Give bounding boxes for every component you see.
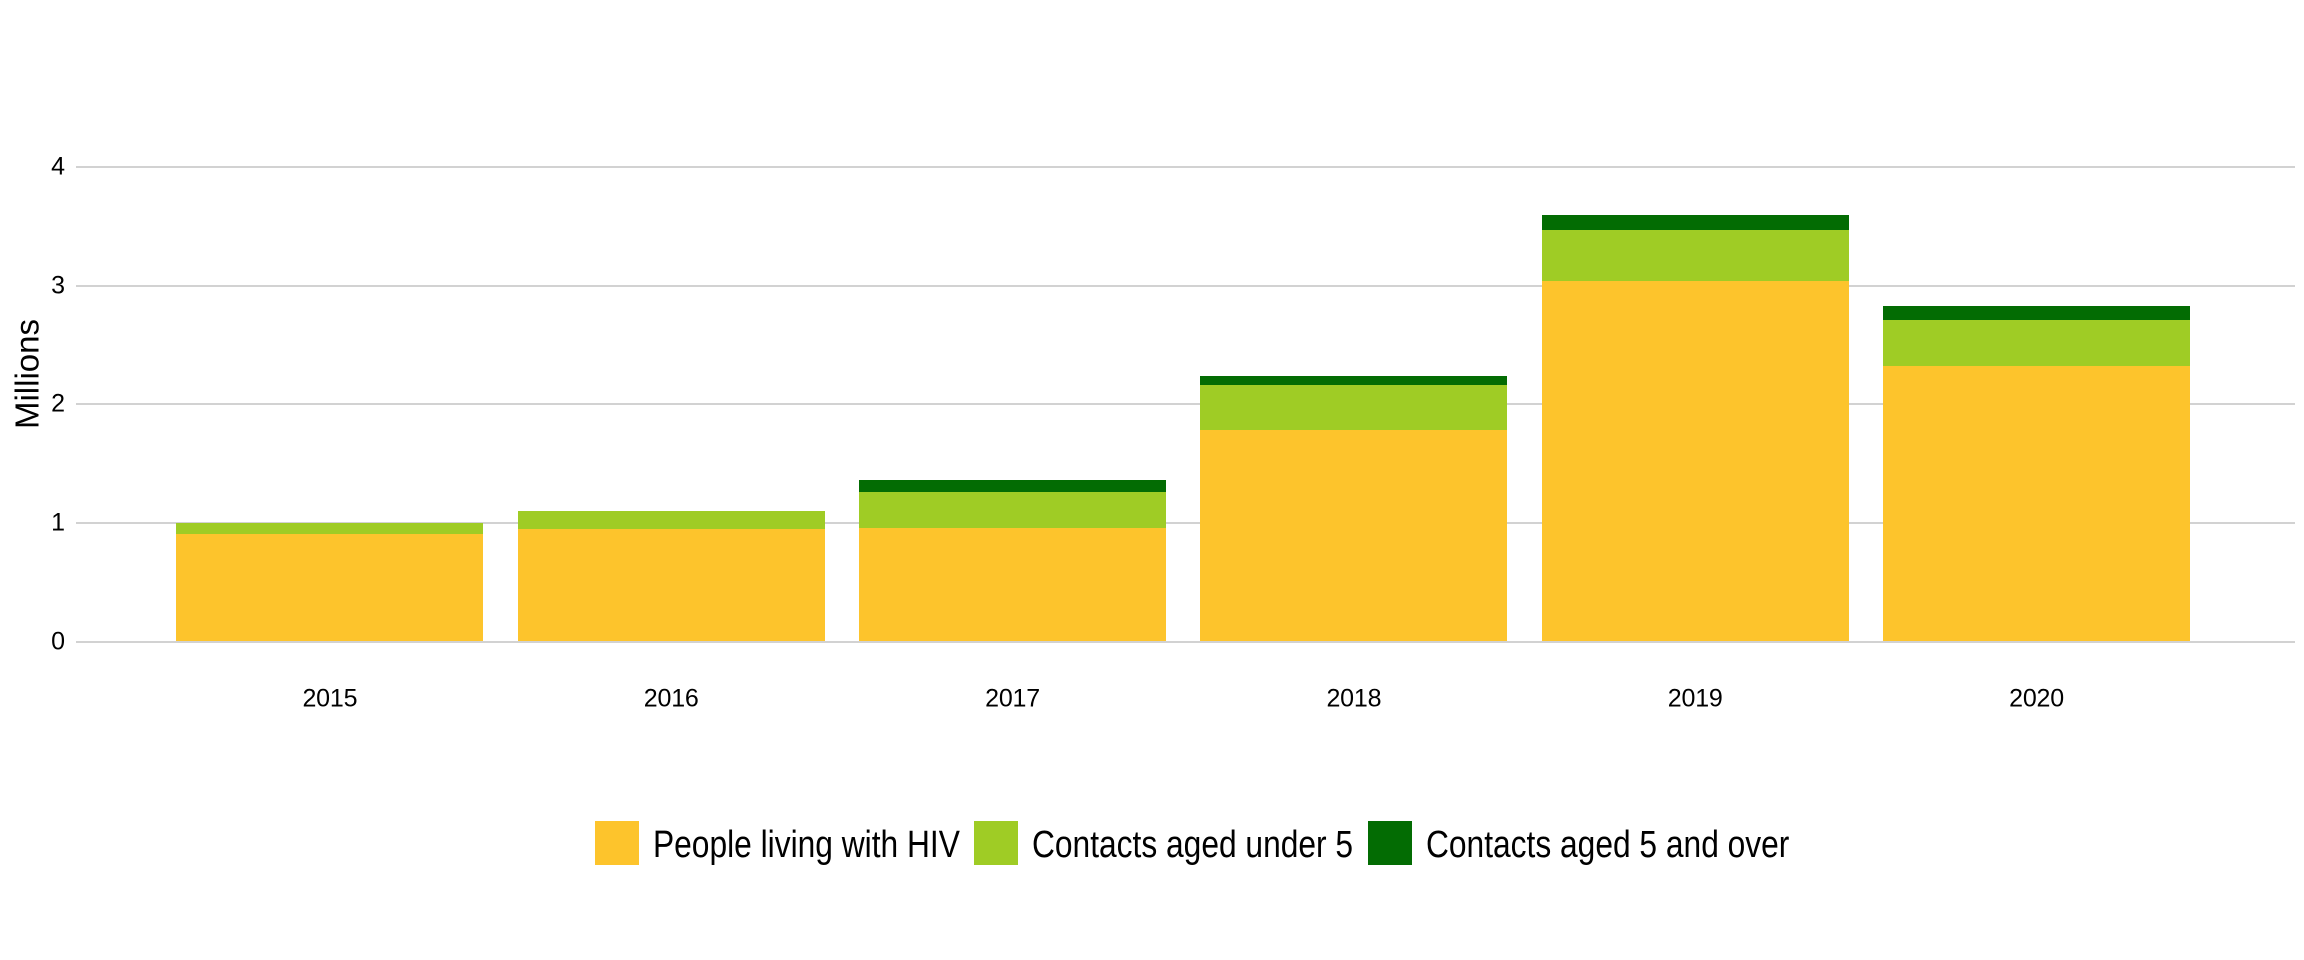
bar-2017-contacts-aged-5-and-over[interactable] bbox=[859, 480, 1167, 492]
bar-2016-contacts-aged-under-5[interactable] bbox=[517, 511, 825, 529]
legend-swatch-icon bbox=[594, 821, 639, 865]
legend-label: People living with HIV bbox=[653, 823, 961, 866]
legend-swatch-icon bbox=[1368, 821, 1413, 865]
gridline-y-0 bbox=[76, 640, 2295, 643]
gridline-y-2 bbox=[76, 403, 2295, 406]
y-tick-label-2: 2 bbox=[51, 389, 65, 418]
gridline-y-4 bbox=[76, 166, 2295, 169]
y-tick-label-4: 4 bbox=[51, 152, 65, 181]
bar-2015-contacts-aged-under-5[interactable] bbox=[176, 523, 484, 534]
bar-2019-contacts-aged-under-5[interactable] bbox=[1541, 230, 1849, 281]
legend-label: Contacts aged 5 and over bbox=[1426, 823, 1790, 866]
bar-2019-people-living-with-hiv[interactable] bbox=[1541, 281, 1849, 641]
bar-2015-people-living-with-hiv[interactable] bbox=[176, 534, 484, 641]
x-category-label-2020: 2020 bbox=[2009, 684, 2064, 712]
x-category-label-2019: 2019 bbox=[1667, 684, 1723, 712]
x-category-label-2015: 2015 bbox=[302, 684, 358, 712]
legend-label: Contacts aged under 5 bbox=[1031, 823, 1353, 866]
gridline-y-1 bbox=[76, 521, 2295, 524]
bar-2016-people-living-with-hiv[interactable] bbox=[517, 529, 825, 641]
y-tick-label-0: 0 bbox=[51, 627, 65, 655]
bar-2020-contacts-aged-under-5[interactable] bbox=[1883, 320, 2191, 366]
bar-2019-contacts-aged-5-and-over[interactable] bbox=[1541, 215, 1849, 230]
bar-2018-contacts-aged-under-5[interactable] bbox=[1200, 385, 1508, 430]
y-tick-label-3: 3 bbox=[51, 271, 65, 300]
gridline-y-3 bbox=[76, 284, 2295, 287]
x-category-label-2017: 2017 bbox=[985, 684, 1040, 712]
x-category-label-2018: 2018 bbox=[1326, 684, 1382, 712]
bar-2020-people-living-with-hiv[interactable] bbox=[1883, 366, 2191, 641]
bar-2017-contacts-aged-under-5[interactable] bbox=[859, 492, 1167, 528]
legend-swatch-icon bbox=[973, 821, 1018, 865]
y-tick-label-1: 1 bbox=[51, 508, 65, 537]
x-category-label-2016: 2016 bbox=[643, 684, 699, 712]
bar-2020-contacts-aged-5-and-over[interactable] bbox=[1883, 306, 2191, 320]
bar-2017-people-living-with-hiv[interactable] bbox=[859, 528, 1167, 641]
bar-2018-people-living-with-hiv[interactable] bbox=[1200, 430, 1508, 641]
bar-2018-contacts-aged-5-and-over[interactable] bbox=[1200, 376, 1508, 385]
